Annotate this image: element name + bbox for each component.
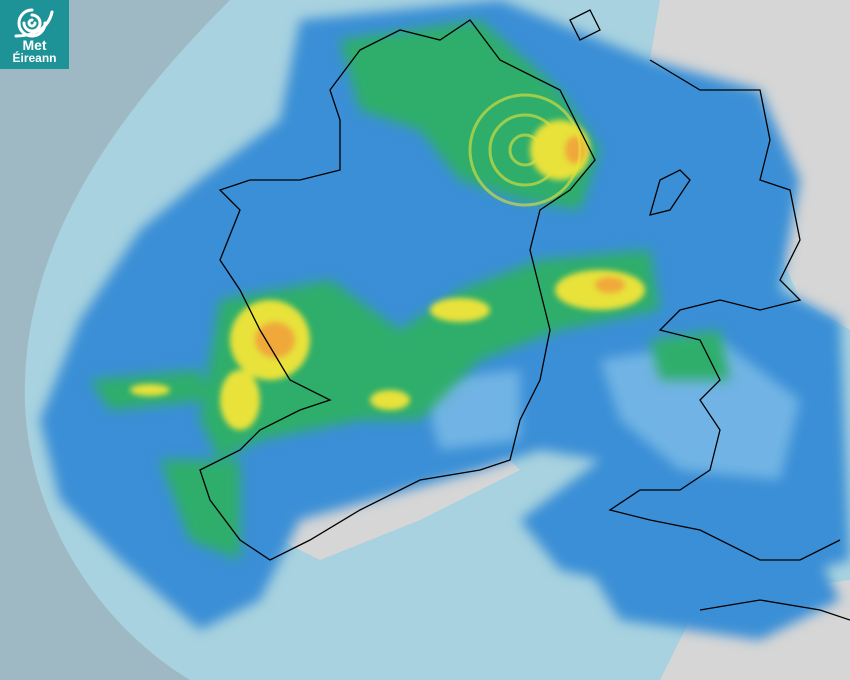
- swirl-logo-icon: [14, 8, 54, 38]
- logo-text-met: Met: [22, 37, 47, 53]
- logo-text-eireann: Éireann: [12, 51, 57, 65]
- rain-heavier: [130, 120, 645, 430]
- coastline: [199, 9, 850, 621]
- met-eireann-logo: Met Éireann: [0, 0, 69, 69]
- radar-ring-artifact: [468, 93, 582, 207]
